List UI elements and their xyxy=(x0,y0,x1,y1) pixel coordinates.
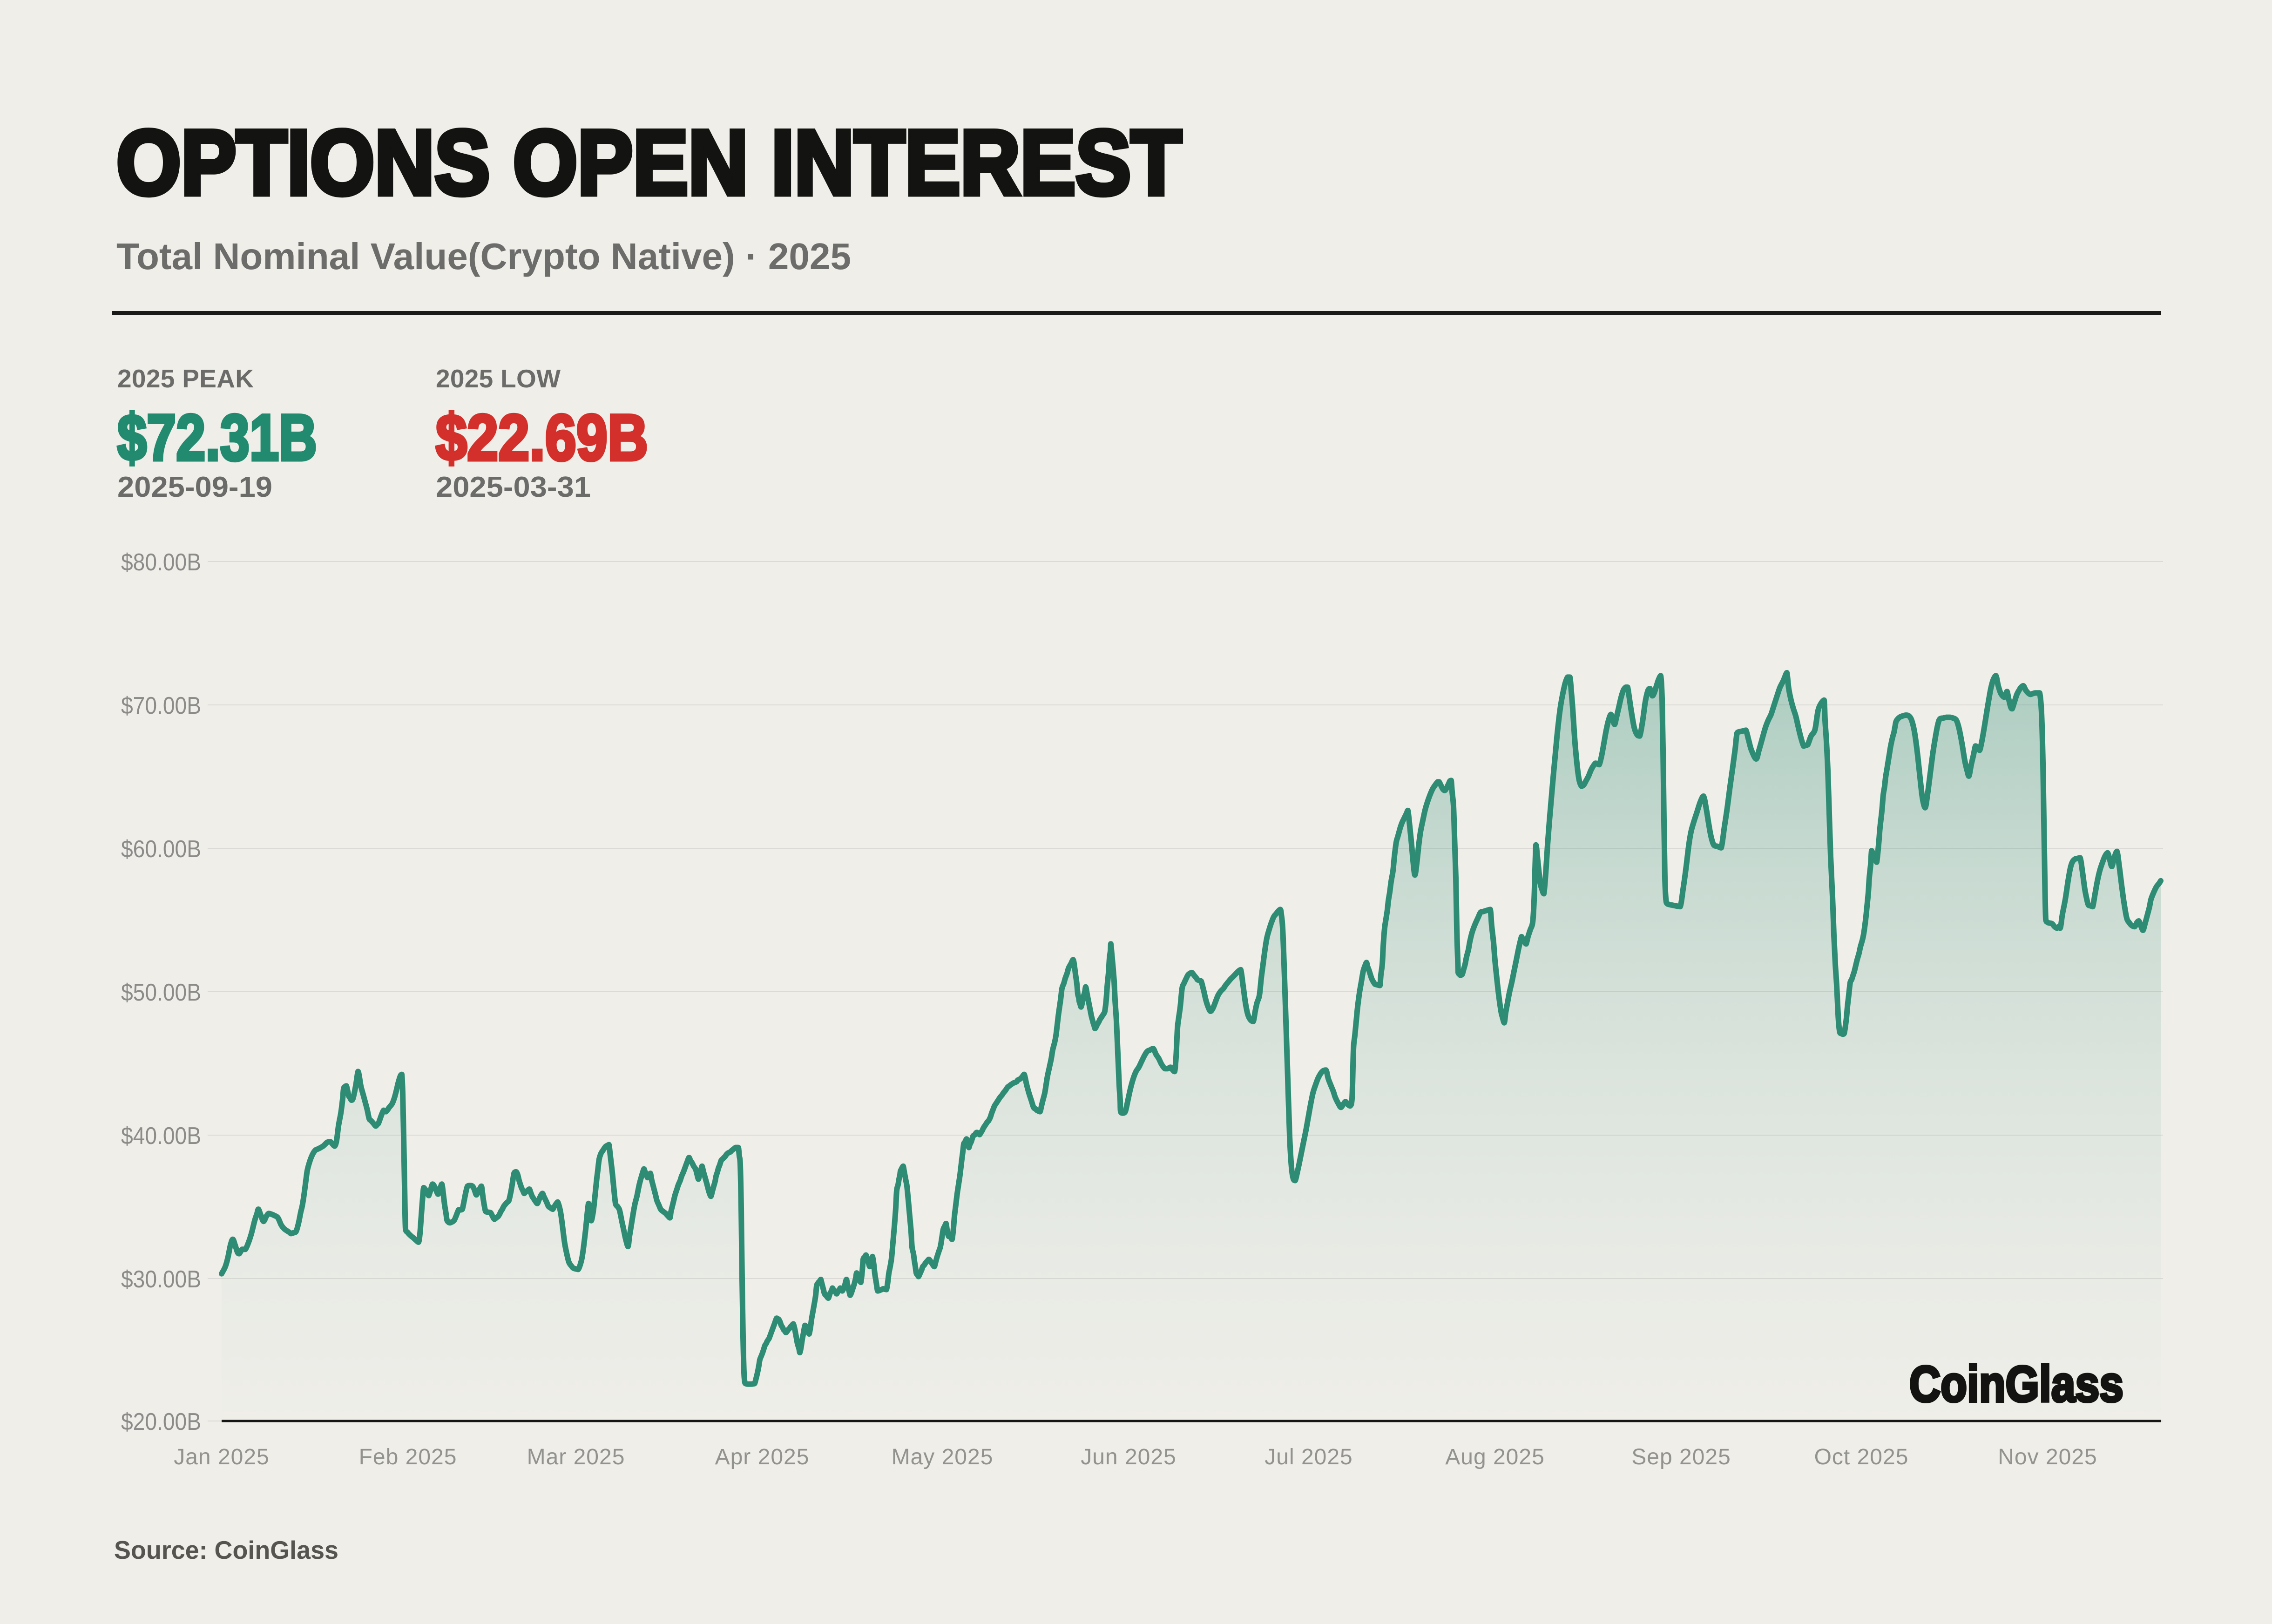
svg-text:$80.00B: $80.00B xyxy=(121,549,201,576)
svg-text:Aug 2025: Aug 2025 xyxy=(1445,1445,1545,1469)
svg-text:OPTIONS OPEN INTEREST: OPTIONS OPEN INTEREST xyxy=(116,111,1182,214)
svg-text:Total Nominal Value(Crypto Nat: Total Nominal Value(Crypto Native) · 202… xyxy=(116,236,851,277)
svg-text:Feb 2025: Feb 2025 xyxy=(359,1445,457,1469)
svg-text:Oct 2025: Oct 2025 xyxy=(1814,1445,1909,1469)
svg-text:$30.00B: $30.00B xyxy=(121,1266,201,1293)
svg-text:$70.00B: $70.00B xyxy=(121,692,201,719)
svg-text:2025 PEAK: 2025 PEAK xyxy=(117,364,254,393)
svg-text:2025 LOW: 2025 LOW xyxy=(436,364,561,393)
svg-text:Source: CoinGlass: Source: CoinGlass xyxy=(114,1536,338,1564)
svg-text:Jan 2025: Jan 2025 xyxy=(174,1445,270,1469)
svg-text:2025-03-31: 2025-03-31 xyxy=(436,471,591,503)
svg-text:$72.31B: $72.31B xyxy=(117,401,317,474)
svg-text:2025-09-19: 2025-09-19 xyxy=(117,471,272,503)
svg-text:$40.00B: $40.00B xyxy=(121,1123,201,1150)
svg-text:CoinGlass: CoinGlass xyxy=(1909,1356,2123,1413)
svg-text:Nov 2025: Nov 2025 xyxy=(1998,1445,2097,1469)
svg-text:Mar 2025: Mar 2025 xyxy=(527,1445,625,1469)
svg-text:May 2025: May 2025 xyxy=(892,1445,994,1469)
svg-text:Jun 2025: Jun 2025 xyxy=(1081,1445,1177,1469)
svg-text:Jul 2025: Jul 2025 xyxy=(1264,1445,1352,1469)
svg-text:Apr 2025: Apr 2025 xyxy=(715,1445,810,1469)
svg-text:$50.00B: $50.00B xyxy=(121,979,201,1006)
svg-text:$20.00B: $20.00B xyxy=(121,1408,201,1435)
svg-text:$22.69B: $22.69B xyxy=(436,401,648,474)
svg-text:$60.00B: $60.00B xyxy=(121,836,201,863)
svg-text:Sep 2025: Sep 2025 xyxy=(1631,1445,1731,1469)
